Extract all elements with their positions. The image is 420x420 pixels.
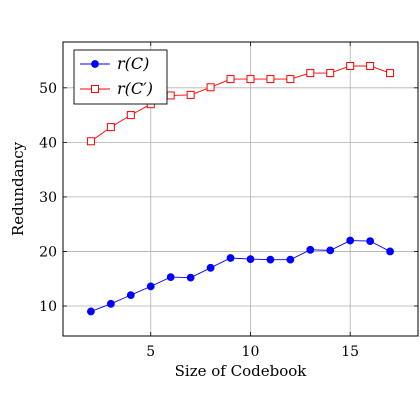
y-tick-label: 10	[39, 299, 57, 315]
y-tick-label: 50	[39, 81, 57, 97]
legend-marker	[91, 85, 99, 93]
data-point	[126, 111, 135, 120]
data-point	[87, 307, 95, 316]
grid	[63, 42, 418, 336]
legend-label: r(C′)	[117, 79, 153, 98]
tick-labels: 5 10 15 10 20 30 40 50	[39, 42, 418, 360]
data-point	[206, 83, 215, 92]
series-layer	[86, 62, 395, 316]
data-point	[166, 91, 175, 100]
data-point	[306, 69, 315, 78]
data-point	[246, 255, 255, 263]
legend-label: r(C)	[117, 54, 149, 73]
series-line	[90, 240, 391, 312]
data-point	[306, 245, 315, 254]
data-point	[86, 137, 95, 146]
data-point	[326, 246, 335, 255]
data-point	[146, 282, 155, 291]
data-point	[286, 75, 295, 84]
x-tick-label: 5	[146, 344, 155, 360]
legend-marker	[91, 60, 99, 68]
data-point	[346, 62, 355, 70]
data-point	[246, 75, 255, 84]
data-point	[186, 273, 195, 282]
data-point	[126, 291, 135, 299]
x-tick-label: 15	[341, 344, 359, 360]
y-tick-label: 40	[39, 135, 57, 151]
data-point	[326, 69, 335, 78]
series-r-c	[87, 236, 394, 316]
data-point	[106, 299, 115, 308]
legend-box	[73, 49, 168, 105]
data-point	[366, 237, 375, 245]
data-point	[166, 273, 175, 281]
y-tick-label: 20	[39, 244, 57, 260]
data-point	[346, 236, 355, 245]
x-tick-label: 10	[242, 344, 260, 360]
data-point	[266, 75, 275, 84]
data-point	[106, 123, 115, 132]
data-point	[286, 255, 295, 264]
data-point	[366, 62, 375, 70]
series-line	[90, 65, 391, 142]
data-point	[226, 75, 235, 84]
data-point	[386, 247, 394, 256]
legend: r(C) r(C′)	[73, 49, 168, 105]
x-axis-label: Size of Codebook	[175, 362, 308, 380]
data-point	[226, 254, 235, 262]
plot-frame	[62, 41, 419, 337]
data-point	[386, 69, 395, 78]
data-point	[206, 263, 215, 272]
y-tick-label: 30	[39, 190, 57, 206]
y-axis-label: Redundancy	[9, 141, 27, 236]
data-point	[186, 90, 195, 99]
data-point	[266, 255, 275, 264]
